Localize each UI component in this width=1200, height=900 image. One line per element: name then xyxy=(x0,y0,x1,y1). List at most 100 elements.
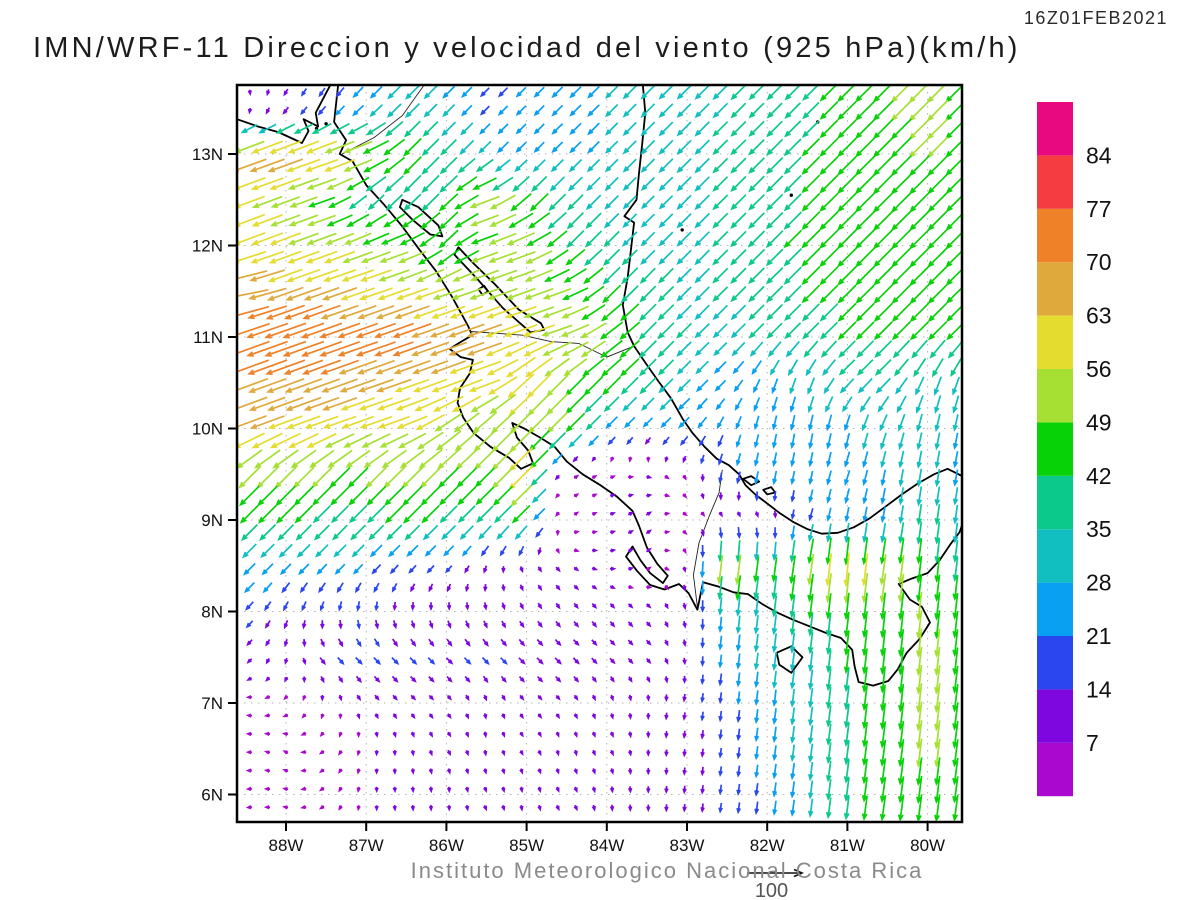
wind-arrow xyxy=(248,287,287,301)
wind-arrow xyxy=(352,563,364,575)
wind-arrow xyxy=(581,304,606,321)
wind-arrow xyxy=(525,356,554,378)
wind-arrow xyxy=(766,120,783,138)
wind-arrow xyxy=(861,414,870,432)
wind-arrow xyxy=(237,213,266,227)
wind-arrow xyxy=(819,119,839,139)
wind-arrow xyxy=(293,485,314,506)
wind-arrow xyxy=(646,749,651,757)
wind-arrow xyxy=(646,676,651,684)
wind-arrow xyxy=(783,193,802,212)
wind-arrow xyxy=(916,413,923,433)
wind-arrow xyxy=(282,340,325,357)
wind-arrow xyxy=(790,452,796,468)
wind-arrow xyxy=(856,340,875,359)
chart-title: IMN/WRF-11 Direccion y velocidad del vie… xyxy=(33,32,1021,64)
wind-arrow xyxy=(409,675,417,683)
wind-arrow xyxy=(237,177,266,191)
wind-arrow xyxy=(251,195,283,209)
wind-arrow xyxy=(640,121,656,137)
wind-arrow xyxy=(808,470,814,486)
wind-arrow xyxy=(573,731,578,738)
wind-arrow xyxy=(294,504,314,524)
wind-arrow xyxy=(438,486,459,506)
wind-arrow xyxy=(945,176,962,195)
wind-arrow xyxy=(488,251,517,263)
wind-arrow xyxy=(519,620,525,629)
wind-arrow xyxy=(474,467,495,488)
wind-arrow xyxy=(748,175,765,193)
wind-arrow xyxy=(239,485,260,507)
wind-arrow xyxy=(487,287,518,300)
wind-arrow xyxy=(620,358,640,377)
wind-arrow xyxy=(278,543,293,559)
wind-arrow xyxy=(807,780,814,800)
wind-arrow xyxy=(664,749,669,758)
wind-arrow xyxy=(753,576,760,601)
wind-arrow xyxy=(807,631,814,655)
wind-arrow xyxy=(243,562,256,576)
wind-arrow xyxy=(245,750,252,755)
wind-arrow xyxy=(459,139,475,155)
wind-arrow xyxy=(470,251,499,263)
wind-arrow xyxy=(237,432,265,449)
wind-arrow xyxy=(620,303,640,322)
wind-arrow xyxy=(369,544,383,558)
wind-arrow xyxy=(374,805,379,812)
wind-arrow xyxy=(452,268,481,282)
wind-arrow xyxy=(472,177,497,190)
wind-arrow xyxy=(428,620,434,629)
wind-arrow xyxy=(377,287,411,301)
wind-arrow xyxy=(783,266,802,285)
wind-arrow xyxy=(507,373,535,399)
wind-arrow xyxy=(696,397,708,411)
wind-arrow xyxy=(676,85,692,100)
wind-arrow xyxy=(859,396,872,413)
reference-vector: 100 xyxy=(747,868,804,900)
wind-arrow xyxy=(533,123,545,135)
wind-arrow xyxy=(352,104,365,117)
wind-arrow xyxy=(245,713,252,718)
wind-arrow xyxy=(468,379,501,392)
wind-arrow xyxy=(676,249,692,266)
wind-arrow xyxy=(387,85,402,100)
wind-arrow xyxy=(527,212,551,229)
wind-arrow xyxy=(712,102,729,119)
wind-arrow xyxy=(564,375,586,397)
wind-arrow xyxy=(523,340,555,357)
wind-arrow xyxy=(409,656,418,665)
wind-arrow xyxy=(826,433,832,450)
wind-arrow xyxy=(873,321,893,341)
wind-arrow xyxy=(504,305,537,319)
wind-arrow xyxy=(438,211,459,230)
wind-arrow xyxy=(282,786,289,792)
wind-arrow xyxy=(783,285,802,304)
wind-arrow xyxy=(952,395,960,414)
wind-arrow xyxy=(364,213,388,228)
wind-arrow xyxy=(682,529,688,536)
wind-arrow xyxy=(735,415,742,430)
wind-arrow xyxy=(628,474,635,480)
wind-arrow xyxy=(356,713,361,720)
wind-arrow xyxy=(748,267,765,285)
wind-arrow xyxy=(317,105,327,116)
wind-arrow xyxy=(269,232,302,246)
wind-arrow xyxy=(555,713,561,720)
wind-arrow xyxy=(880,469,887,487)
wind-arrow xyxy=(247,107,253,115)
wind-arrow xyxy=(713,361,727,374)
wind-arrow xyxy=(555,493,560,499)
wind-arrow xyxy=(496,525,510,540)
wind-arrow xyxy=(464,768,470,775)
wind-arrow xyxy=(622,195,637,210)
wind-arrow xyxy=(628,694,633,702)
wind-arrow xyxy=(890,210,912,232)
wind-arrow xyxy=(874,358,892,376)
wind-arrow xyxy=(384,504,404,524)
wind-arrow xyxy=(257,504,278,524)
wind-arrow xyxy=(658,249,674,266)
wind-arrow xyxy=(421,504,440,524)
wind-arrow xyxy=(842,396,853,413)
wind-arrow xyxy=(509,410,533,434)
wind-arrow xyxy=(268,250,302,264)
